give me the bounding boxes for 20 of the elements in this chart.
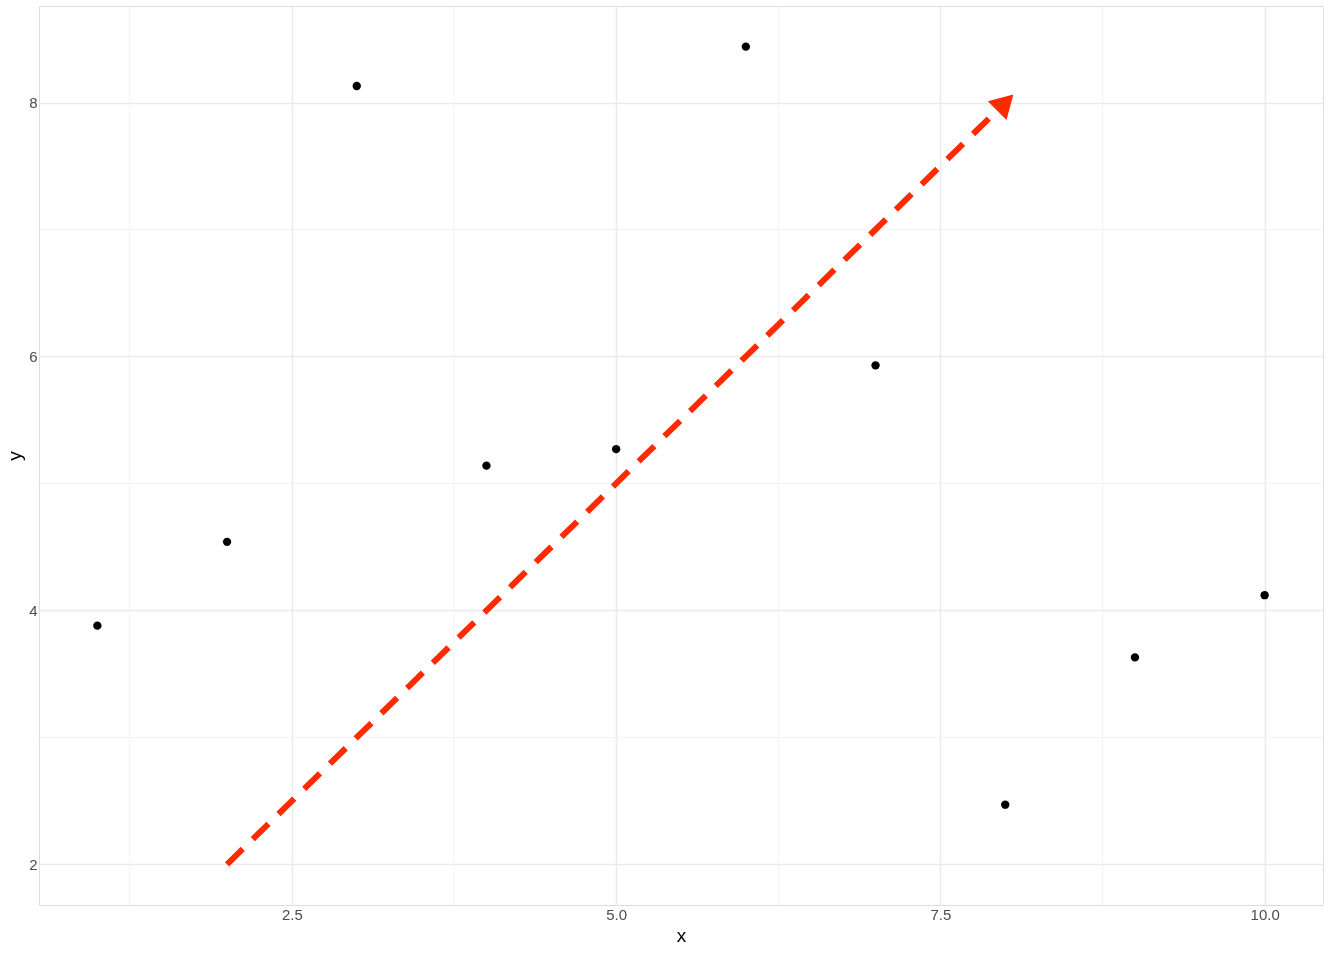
y-tick-label: 4 [29,601,38,619]
point [611,444,621,454]
x-tick-label: 5.0 [606,905,628,923]
point [1001,800,1010,809]
point [871,361,880,370]
y-axis-title: y [4,450,26,461]
y-tick-label: 8 [29,94,38,111]
point [741,42,751,51]
x-tick-label: 7.5 [930,905,952,923]
x-tick-label: 2.5 [281,905,303,923]
y-tick-label: 6 [29,347,38,365]
point [1260,591,1269,600]
point [482,461,491,470]
point [1130,653,1140,662]
point [222,537,232,547]
point [93,621,102,630]
y-tick-label: 2 [29,855,38,873]
x-axis-title: x [676,924,687,946]
x-tick-label: 10.0 [1250,905,1280,923]
point [352,81,361,91]
